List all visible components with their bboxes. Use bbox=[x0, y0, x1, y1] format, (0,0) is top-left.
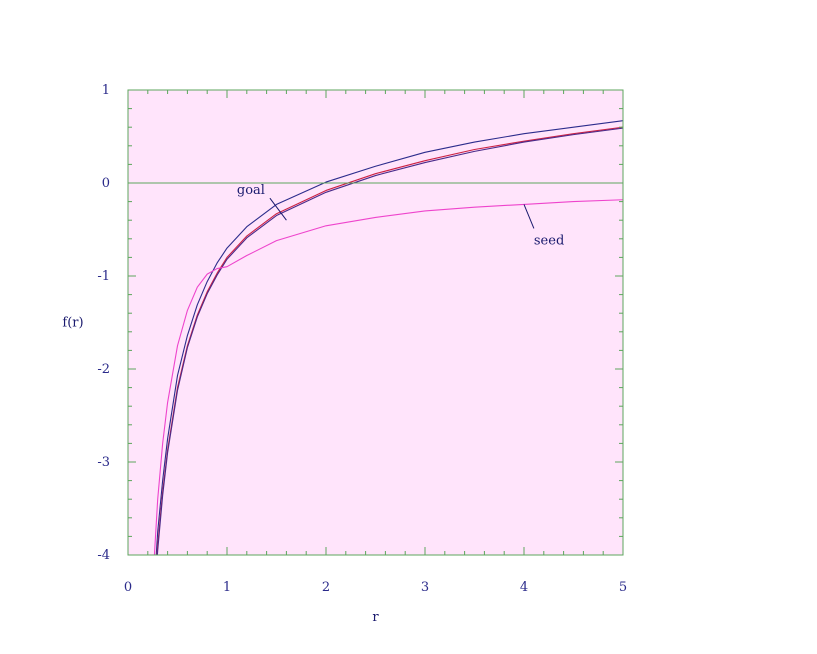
y-tick-label: -3 bbox=[97, 455, 110, 470]
x-tick-label: 2 bbox=[322, 580, 330, 595]
annotation-label-goal: goal bbox=[237, 183, 265, 198]
x-tick-label: 1 bbox=[223, 580, 231, 595]
tick-label-layer: 0 1 2 3 4 5 1 0 -1 -2 -3 -4 bbox=[97, 83, 627, 595]
x-tick-label: 3 bbox=[421, 580, 429, 595]
x-tick-label: 4 bbox=[520, 580, 528, 595]
annotation-pointer-1 bbox=[269, 197, 287, 221]
plot-area bbox=[128, 90, 623, 555]
y-tick-label: 0 bbox=[102, 176, 110, 191]
series-line-3 bbox=[156, 127, 623, 555]
x-tick-label: 0 bbox=[124, 580, 132, 595]
annotation-label-seed: seed bbox=[534, 233, 564, 248]
plot-frame bbox=[127, 89, 624, 556]
x-axis-label: r bbox=[372, 610, 379, 625]
y-axis-label: f(r) bbox=[62, 316, 83, 331]
series-layer bbox=[153, 120, 623, 555]
x-tick-label: 5 bbox=[619, 580, 627, 595]
tick-layer bbox=[127, 89, 624, 556]
series-line-4 bbox=[153, 199, 623, 555]
y-tick-label: -1 bbox=[97, 269, 110, 284]
y-tick-label: -4 bbox=[97, 548, 110, 563]
annotation-pointer-2 bbox=[523, 204, 535, 229]
annotation-layer: goal seed bbox=[237, 183, 564, 248]
y-tick-label: -2 bbox=[97, 362, 110, 377]
series-line-1 bbox=[155, 120, 623, 555]
y-tick-label: 1 bbox=[102, 83, 110, 98]
